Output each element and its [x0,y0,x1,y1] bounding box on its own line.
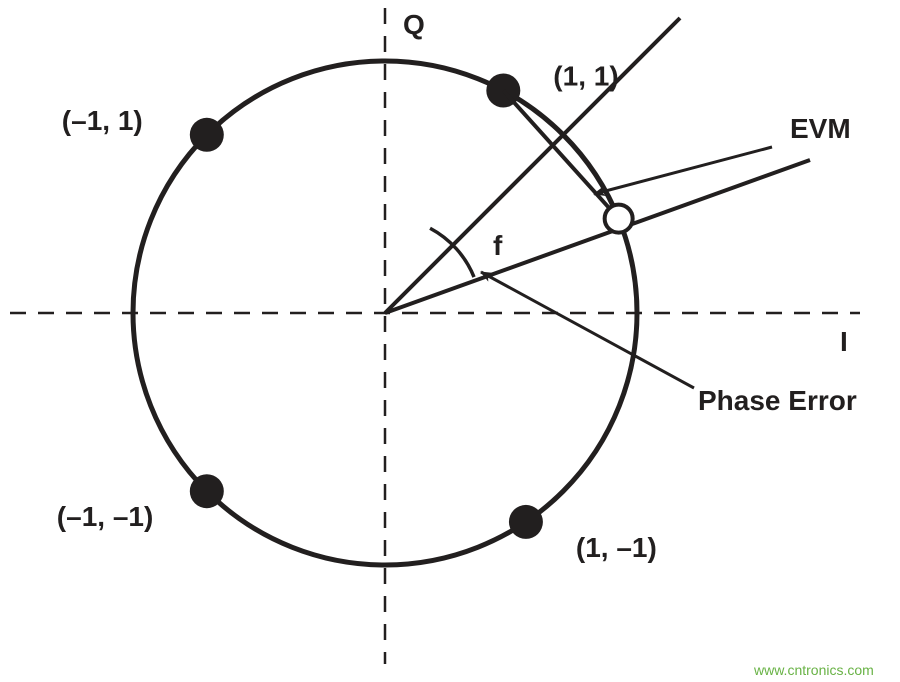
q-axis-label: Q [403,9,425,40]
constellation-label-tl: (–1, 1) [62,105,143,136]
measured-symbol-marker [605,205,633,233]
phase-arc-label: f [493,230,503,261]
evm-callout-label: EVM [790,113,851,144]
phase-error-callout-label: Phase Error [698,385,857,416]
evm-vector [503,90,618,218]
constellation-label-br: (1, –1) [576,532,657,563]
constellation-label-bl: (–1, –1) [57,501,153,532]
constellation-point-bl [190,474,224,508]
ideal-vector-ray [385,18,680,313]
phase-error-arc [430,228,474,277]
evm-callout-arrow [594,147,772,194]
constellation-point-tl [190,118,224,152]
measured-vector-ray [385,160,810,313]
i-axis-label: I [840,326,848,357]
watermark: www.cntronics.com [754,662,874,678]
constellation-point-br [509,505,543,539]
phase-error-callout-arrow [481,272,694,388]
